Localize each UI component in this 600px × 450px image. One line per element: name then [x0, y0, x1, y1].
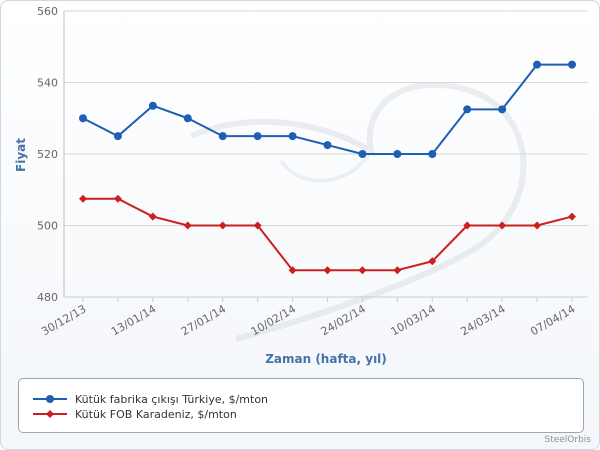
data-point[interactable]	[323, 141, 332, 150]
series-2	[79, 194, 576, 275]
data-point[interactable]	[463, 221, 472, 230]
x-tick-label: 07/04/14	[528, 302, 577, 338]
data-point[interactable]	[148, 212, 157, 221]
y-tick-label: 500	[37, 220, 58, 233]
data-point[interactable]	[323, 266, 332, 275]
data-point[interactable]	[568, 212, 576, 221]
x-axis-title: Zaman (hafta, yıl)	[265, 352, 387, 366]
data-point[interactable]	[183, 114, 192, 123]
data-point[interactable]	[393, 266, 402, 275]
circle-marker-icon	[33, 395, 67, 403]
legend-item-series-2[interactable]: Kütük FOB Karadeniz, $/mton	[33, 406, 237, 422]
data-point[interactable]	[253, 132, 262, 141]
y-tick-label: 480	[37, 291, 58, 304]
data-point[interactable]	[218, 132, 227, 141]
legend-label-series-2: Kütük FOB Karadeniz, $/mton	[75, 407, 237, 421]
watermark-logo	[189, 81, 527, 342]
y-tick-label: 560	[37, 5, 58, 18]
data-point[interactable]	[288, 266, 297, 275]
data-point[interactable]	[428, 257, 437, 266]
data-point[interactable]	[498, 221, 507, 230]
y-axis-title: Fiyat	[14, 138, 28, 172]
legend-label-series-1: Kütük fabrika çıkışı Türkiye, $/mton	[75, 392, 269, 406]
data-point[interactable]	[428, 150, 437, 158]
data-point[interactable]	[148, 101, 157, 110]
data-point[interactable]	[253, 221, 262, 230]
data-point[interactable]	[533, 60, 542, 69]
data-point[interactable]	[393, 150, 402, 158]
y-tick-label: 540	[37, 77, 58, 90]
data-point[interactable]	[498, 105, 507, 114]
data-point[interactable]	[183, 221, 192, 230]
data-point[interactable]	[113, 194, 122, 203]
x-tick-label: 10/03/14	[388, 302, 437, 338]
data-point[interactable]	[463, 105, 472, 114]
data-point[interactable]	[79, 194, 87, 203]
x-tick-label: 27/01/14	[179, 302, 228, 338]
data-point[interactable]	[358, 266, 367, 275]
data-point[interactable]	[218, 221, 227, 230]
data-point[interactable]	[358, 150, 367, 158]
diamond-marker-icon	[33, 410, 67, 418]
data-point[interactable]	[113, 132, 122, 141]
data-point[interactable]	[288, 132, 297, 141]
data-point[interactable]	[79, 114, 87, 123]
x-tick-label: 30/12/13	[39, 302, 88, 338]
legend-item-series-1[interactable]: Kütük fabrika çıkışı Türkiye, $/mton	[33, 391, 268, 407]
x-tick-label: 13/01/14	[109, 302, 158, 338]
legend: Kütük fabrika çıkışı Türkiye, $/mton Küt…	[18, 378, 584, 433]
x-tick-label: 24/03/14	[458, 302, 507, 338]
data-point[interactable]	[568, 60, 576, 69]
series-1	[79, 60, 576, 158]
series-line	[83, 197, 573, 272]
y-tick-label: 520	[37, 148, 58, 161]
data-point[interactable]	[533, 221, 542, 230]
credit-text: SteelOrbis	[544, 435, 591, 445]
